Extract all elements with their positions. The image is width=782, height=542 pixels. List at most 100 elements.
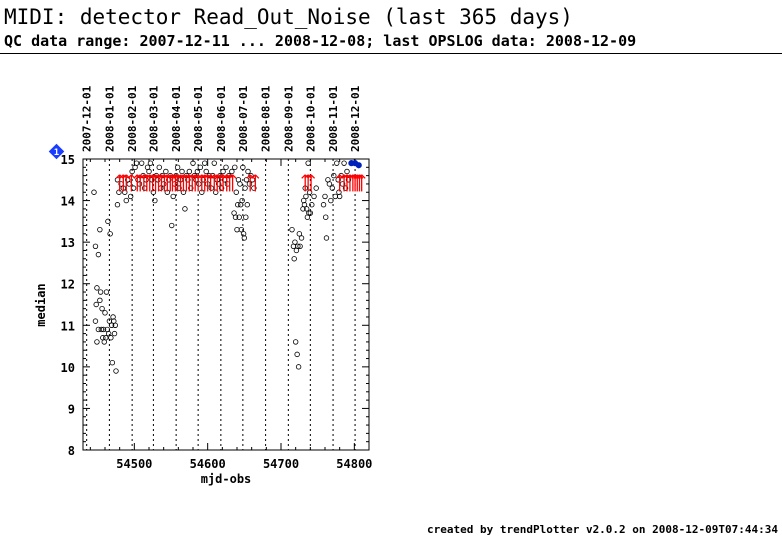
data-point [102, 310, 108, 316]
arrow-head [122, 174, 127, 179]
upper-limit-arrow [228, 174, 237, 192]
data-point [103, 289, 110, 295]
date-label: 2008-01-01 [103, 85, 116, 152]
data-point [202, 160, 208, 166]
arrow-head [348, 174, 354, 179]
data-points [91, 160, 352, 374]
data-point [203, 168, 209, 175]
data-point [93, 301, 99, 308]
data-point [294, 351, 300, 358]
arrow-head [216, 174, 221, 179]
data-point [123, 197, 129, 204]
x-tick-label: 54800 [336, 457, 372, 471]
arrow-head [115, 174, 121, 179]
axes: 8 9 10 11 12 13 14 15 54500 54600 54700 54800 [61, 153, 373, 471]
data-point [243, 214, 249, 220]
arrow-head [188, 174, 193, 179]
data-point [152, 197, 158, 204]
data-point [326, 181, 333, 187]
date-label: 2008-07-01 [237, 85, 250, 152]
data-point [156, 164, 162, 171]
data-point [331, 172, 337, 179]
arrow-head [232, 174, 237, 179]
arrow-head [251, 174, 256, 179]
data-point [309, 202, 315, 208]
arrow-head [222, 174, 228, 179]
date-label: 2008-12-01 [349, 85, 362, 152]
data-point [341, 160, 347, 166]
upper-limit-arrow [115, 174, 124, 192]
x-tick-label: 54700 [263, 457, 299, 471]
arrow-head [355, 174, 360, 179]
arrow-head [225, 174, 231, 179]
arrow-head [206, 174, 212, 179]
arrow-head [154, 174, 159, 179]
data-point [243, 177, 250, 183]
data-point [163, 168, 169, 175]
data-point [291, 256, 297, 262]
data-point [107, 231, 113, 237]
arrow-head [157, 174, 162, 179]
arrow-head [343, 174, 348, 179]
arrow-head [301, 174, 306, 179]
arrow-head [200, 174, 206, 179]
data-point [112, 322, 118, 328]
data-point [344, 168, 350, 175]
arrow-head [182, 174, 187, 179]
y-tick-label: 12 [61, 278, 75, 292]
data-point [295, 243, 301, 249]
arrow-head [148, 174, 154, 179]
data-point [323, 235, 330, 241]
upper-limit-arrow [127, 174, 136, 192]
y-tick-label: 10 [61, 361, 75, 375]
data-point [215, 181, 222, 187]
arrow-head [163, 174, 168, 179]
data-point [237, 181, 243, 187]
data-point [190, 160, 196, 166]
data-point [133, 160, 140, 166]
data-point [234, 226, 240, 233]
arrow-head [191, 174, 196, 179]
arrow-head [210, 174, 215, 179]
arrow-head [173, 174, 179, 179]
data-point [245, 168, 251, 175]
data-point [91, 189, 97, 195]
arrow-head [197, 174, 203, 179]
data-point [239, 197, 245, 204]
arrow-head [310, 174, 316, 179]
data-point [236, 214, 242, 220]
data-point [306, 210, 312, 216]
data-point [305, 160, 311, 166]
arrow-head [353, 174, 358, 179]
data-point [100, 326, 107, 333]
data-point [116, 189, 122, 195]
data-point [297, 243, 303, 249]
arrow-head [145, 174, 151, 179]
data-point [232, 164, 238, 171]
date-markers: 2007-12-01 2008-01-01 2008-02-01 2008-03-01… [81, 85, 362, 450]
arrow-head [361, 174, 366, 179]
out-of-range-marker: 1 [48, 143, 65, 160]
data-point [232, 214, 239, 220]
data-point [329, 185, 336, 191]
title-divider [0, 53, 782, 54]
data-point [97, 297, 103, 304]
date-label: 2007-12-01 [81, 85, 94, 152]
data-point [113, 368, 119, 374]
data-point [94, 285, 100, 291]
upper-limit-arrow [307, 174, 316, 192]
data-point [174, 164, 181, 171]
date-label: 2008-04-01 [170, 85, 183, 152]
arrow-head [307, 174, 312, 179]
data-point [251, 185, 257, 191]
arrow-head [357, 174, 363, 179]
data-point [240, 164, 246, 171]
date-label: 2008-08-01 [260, 85, 273, 152]
data-point [235, 202, 241, 208]
data-point [220, 168, 226, 175]
arrow-head [219, 174, 224, 179]
out-of-range-count: 1 [54, 148, 59, 158]
data-point [292, 239, 298, 245]
date-label: 2008-10-01 [304, 85, 317, 152]
